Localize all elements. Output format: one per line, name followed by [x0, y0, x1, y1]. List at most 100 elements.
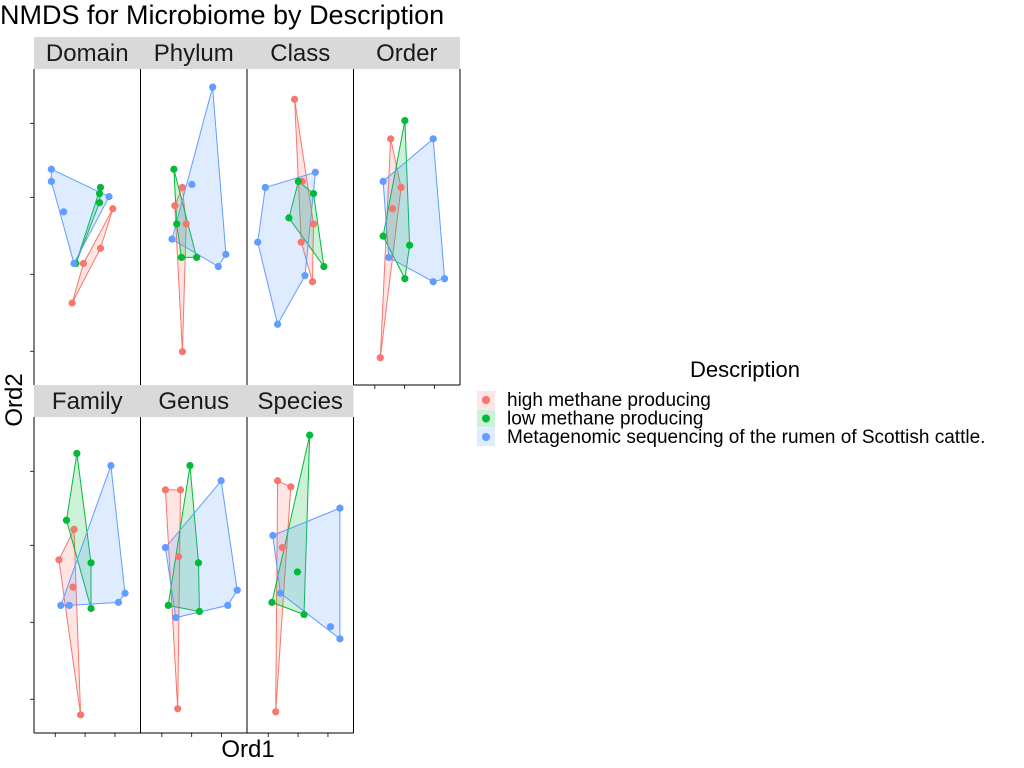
point-genus-low-methane-producing-1 [194, 559, 203, 567]
point-genus-metagenomic-sequencing-o-4 [161, 544, 169, 552]
point-phylum-low-methane-producing-1 [173, 220, 181, 228]
panel-species-bg [247, 417, 354, 733]
point-phylum-high-methane-producing-2 [171, 202, 179, 210]
strip-phylum-bg [140, 37, 247, 69]
point-class-metagenomic-sequencing-o-3 [311, 168, 319, 176]
point-phylum-metagenomic-sequencing-o-0 [209, 83, 217, 91]
legend-item-2: Metagenomic sequencing of the rumen of S… [477, 427, 985, 448]
point-family-high-methane-producing-1 [55, 556, 63, 564]
panel-class: Class [246, 37, 354, 385]
point-family-metagenomic-sequencing-o-0 [107, 461, 115, 470]
x-axis-title: Ord1 [221, 736, 274, 763]
strip-label-species: Species [258, 388, 343, 415]
point-class-low-methane-producing-3 [320, 262, 328, 271]
point-domain-metagenomic-sequencing-o-3 [70, 259, 78, 268]
panel-genus-bg [140, 417, 247, 733]
point-phylum-high-methane-producing-1 [178, 183, 187, 192]
point-family-low-methane-producing-3 [87, 604, 95, 613]
strip-species-bg [247, 385, 354, 417]
point-phylum-low-methane-producing-0 [170, 165, 178, 173]
hull-order-high-methane-producing [379, 138, 402, 358]
hull-order-metagenomic-sequencing-o [382, 137, 446, 283]
point-class-high-methane-producing-2 [309, 220, 318, 228]
strip-label-family: Family [52, 388, 123, 415]
point-family-metagenomic-sequencing-o-3 [65, 601, 73, 610]
point-domain-metagenomic-sequencing-o-4 [105, 193, 113, 201]
strip-label-phylum: Phylum [154, 40, 234, 67]
point-species-low-methane-producing-0 [306, 431, 314, 439]
point-order-high-methane-producing-1 [387, 135, 395, 143]
point-family-metagenomic-sequencing-o-4 [57, 601, 65, 610]
point-genus-low-methane-producing-2 [195, 607, 204, 616]
y-axis-title: Ord2 [1, 373, 28, 426]
point-order-low-methane-producing-3 [401, 275, 409, 283]
strip-domain-bg [34, 37, 141, 69]
point-class-metagenomic-sequencing-o-2 [261, 183, 269, 192]
point-species-low-methane-producing-1 [293, 568, 302, 576]
point-genus-metagenomic-sequencing-o-3 [172, 613, 180, 622]
point-class-high-methane-producing-0 [290, 95, 299, 103]
point-species-metagenomic-sequencing-o-0 [336, 504, 344, 512]
point-species-metagenomic-sequencing-o-2 [326, 623, 335, 631]
point-family-high-methane-producing-3 [69, 583, 77, 591]
strip-genus-bg [140, 385, 247, 417]
hull-family-high-methane-producing [58, 529, 82, 715]
point-domain-low-methane-producing-3 [96, 183, 105, 192]
point-phylum-metagenomic-sequencing-o-2 [168, 235, 176, 243]
point-phylum-high-methane-producing-0 [178, 348, 187, 356]
point-species-metagenomic-sequencing-o-1 [336, 635, 344, 643]
point-species-metagenomic-sequencing-o-4 [276, 589, 285, 597]
point-order-metagenomic-sequencing-o-4 [385, 253, 393, 261]
point-domain-high-methane-producing-1 [79, 259, 88, 268]
point-family-metagenomic-sequencing-o-2 [114, 598, 123, 606]
point-class-metagenomic-sequencing-o-4 [301, 272, 309, 280]
point-family-low-methane-producing-2 [87, 559, 95, 567]
point-species-high-methane-producing-2 [287, 483, 295, 491]
chart-title: NMDS for Microbiome by Description [0, 0, 444, 30]
strip-order-bg [353, 37, 460, 69]
point-order-low-methane-producing-1 [401, 117, 409, 125]
point-species-high-methane-producing-1 [273, 477, 282, 485]
point-order-metagenomic-sequencing-o-3 [429, 278, 437, 286]
point-family-high-methane-producing-0 [77, 711, 85, 719]
legend-label-0: high methane producing [507, 390, 711, 411]
point-domain-high-methane-producing-0 [68, 299, 76, 307]
point-order-metagenomic-sequencing-o-1 [429, 135, 437, 143]
point-species-low-methane-producing-3 [268, 598, 276, 606]
point-domain-low-methane-producing-2 [95, 189, 104, 198]
point-genus-high-methane-producing-1 [176, 486, 185, 494]
point-genus-high-methane-producing-2 [174, 705, 182, 713]
point-phylum-metagenomic-sequencing-o-4 [214, 262, 222, 271]
point-family-metagenomic-sequencing-o-1 [121, 589, 129, 597]
point-order-metagenomic-sequencing-o-0 [379, 177, 387, 185]
panel-phylum: Phylum [140, 37, 248, 385]
point-phylum-low-methane-producing-3 [192, 253, 201, 261]
point-order-metagenomic-sequencing-o-2 [440, 275, 449, 283]
point-species-high-methane-producing-0 [272, 708, 280, 716]
point-genus-metagenomic-sequencing-o-2 [224, 601, 232, 610]
point-order-low-methane-producing-0 [379, 232, 387, 240]
point-class-low-methane-producing-2 [309, 189, 318, 198]
legend-item-0: high methane producing [477, 390, 711, 411]
point-phylum-low-methane-producing-2 [177, 253, 186, 261]
legend-label-2: Metagenomic sequencing of the rumen of S… [507, 427, 985, 448]
point-domain-high-methane-producing-3 [109, 205, 117, 213]
point-species-metagenomic-sequencing-o-3 [269, 531, 277, 540]
point-phylum-high-methane-producing-3 [182, 220, 190, 228]
legend-label-1: low methane producing [507, 409, 703, 430]
point-genus-high-methane-producing-0 [161, 486, 169, 494]
facet-panels: Domain Phylum Class Order Family Genus Species [30, 37, 461, 737]
panel-family: Family [30, 385, 141, 737]
point-class-low-methane-producing-1 [294, 177, 302, 185]
panel-genus: Genus [140, 385, 248, 737]
point-class-low-methane-producing-0 [285, 214, 293, 222]
legend-dot-2 [482, 433, 490, 441]
legend-item-1: low methane producing [477, 409, 703, 430]
point-order-high-methane-producing-2 [397, 183, 405, 192]
point-class-high-methane-producing-3 [297, 238, 305, 246]
panel-domain: Domain [30, 37, 141, 385]
point-order-low-methane-producing-2 [405, 241, 414, 249]
point-order-high-methane-producing-3 [388, 205, 397, 213]
point-order-high-methane-producing-0 [376, 354, 384, 362]
point-domain-metagenomic-sequencing-o-1 [47, 177, 55, 185]
